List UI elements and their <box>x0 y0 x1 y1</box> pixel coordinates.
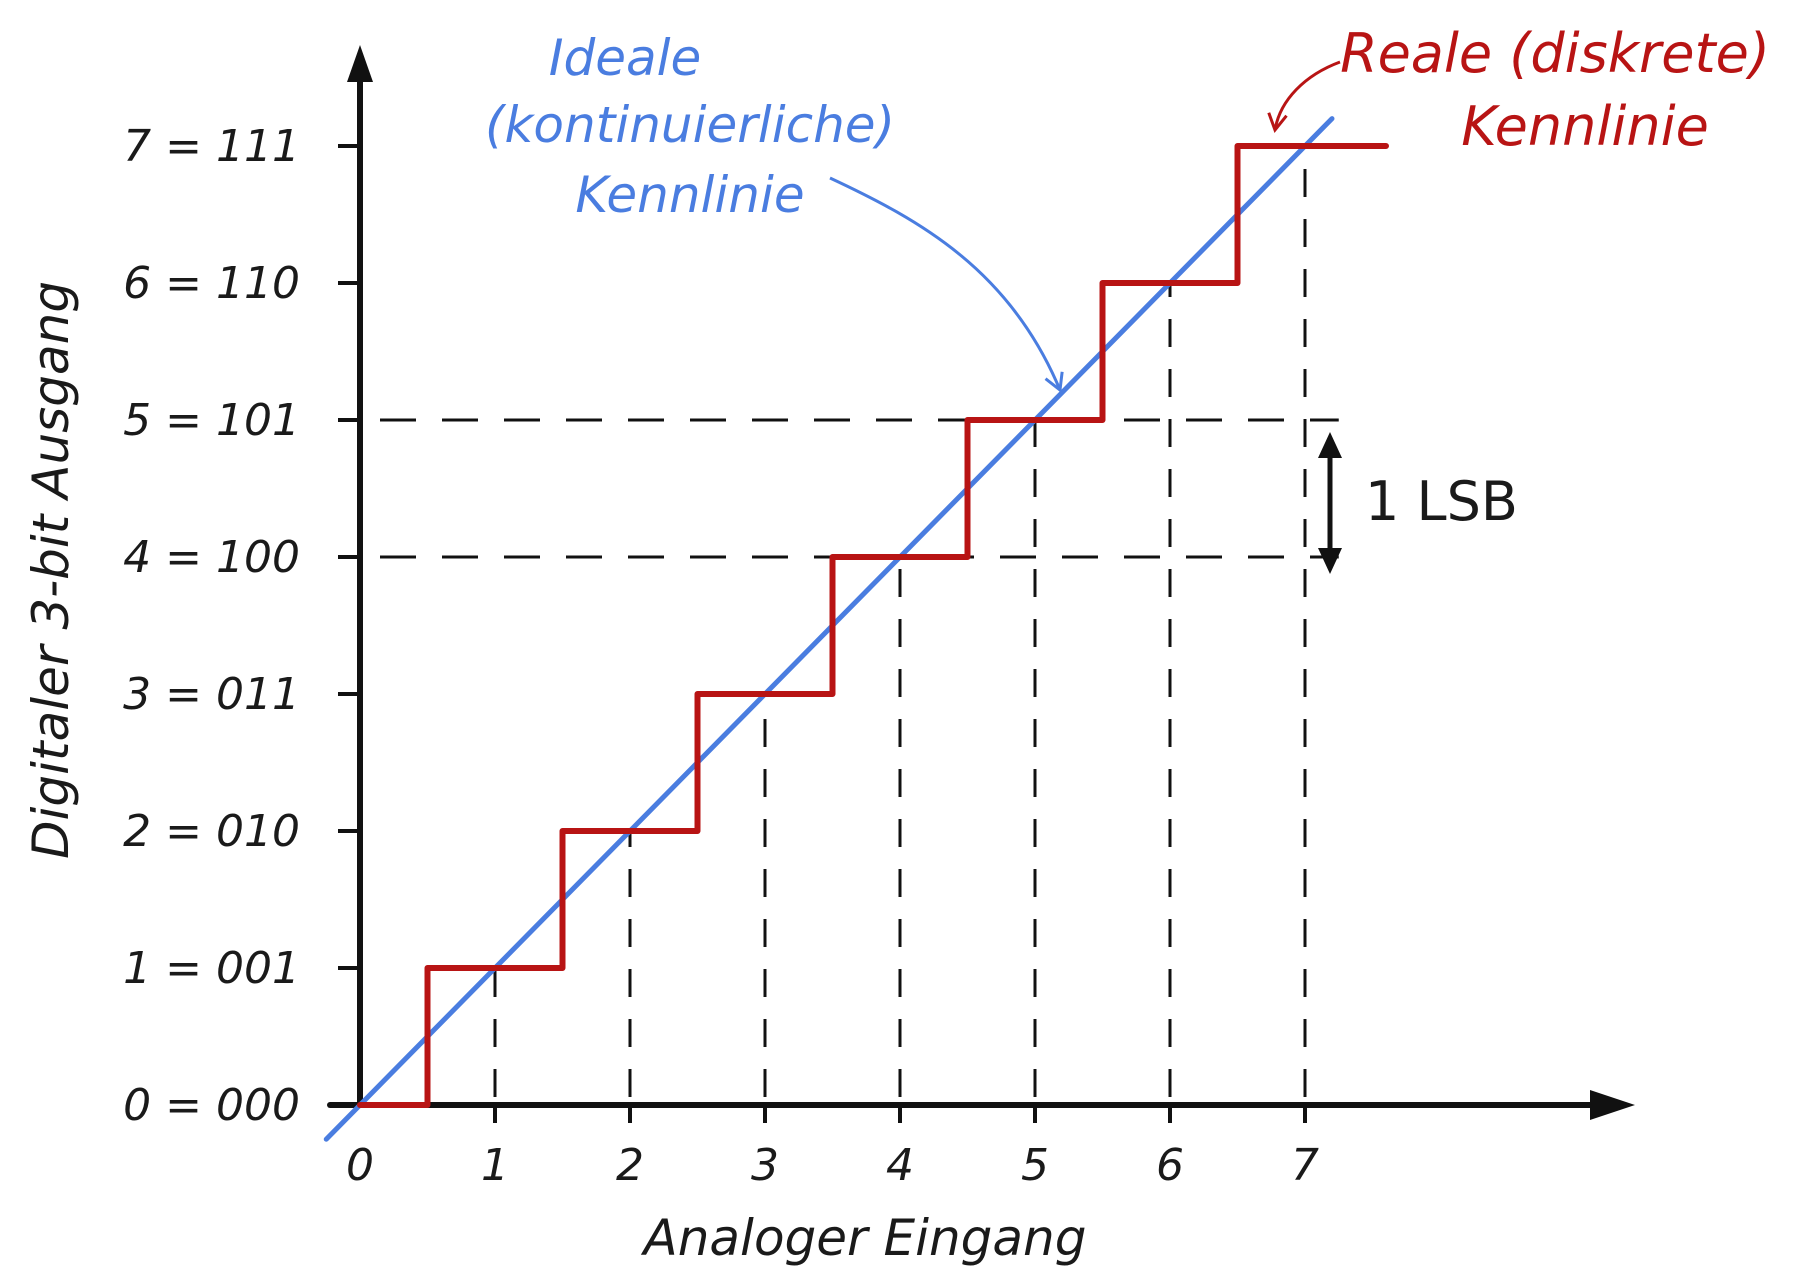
series-group <box>323 116 1389 1142</box>
y-tick-label-6: 6 = 110 <box>123 258 300 309</box>
x-tick-label-3: 3 <box>751 1140 779 1191</box>
x-tick-label-2: 2 <box>616 1140 644 1191</box>
x-tick-label-7: 7 <box>1291 1140 1319 1191</box>
y-axis-arrowhead <box>347 45 373 82</box>
x-axis-arrowhead <box>1590 1090 1635 1120</box>
lsb-arrowhead-top <box>1318 432 1342 458</box>
dashed-guides <box>380 146 1339 1097</box>
ideal-diagonal-line <box>323 116 1335 1142</box>
axes <box>327 45 1635 1120</box>
x-tick-label-5: 5 <box>1021 1140 1049 1191</box>
y-tick-label-2: 2 = 010 <box>123 806 300 857</box>
x-tick-label-1: 1 <box>481 1140 509 1191</box>
real-annotation: Reale (diskrete) Kennlinie <box>1267 22 1770 158</box>
y-tick-label-3: 3 = 011 <box>123 669 300 720</box>
real-label-line1: Reale (diskrete) <box>1340 22 1770 85</box>
ideal-pointer-arrow <box>829 176 1064 393</box>
x-tick-label-0: 0 <box>346 1140 374 1191</box>
real-pointer-arrow <box>1267 60 1341 134</box>
y-axis-title: Digitaler 3-bit Ausgang <box>22 281 80 859</box>
ideal-annotation: Ideale (kontinuierliche) Kennlinie <box>485 29 1064 393</box>
lsb-arrowhead-bottom <box>1318 548 1342 574</box>
x-axis-title: Analoger Eingang <box>641 1209 1087 1267</box>
y-tick-label-0: 0 = 000 <box>123 1080 300 1131</box>
axis-ticks <box>338 144 1307 1123</box>
ideal-label-line1: Ideale <box>549 29 702 87</box>
y-tick-label-4: 4 = 100 <box>123 532 300 583</box>
ideal-label-line3: Kennlinie <box>575 166 804 224</box>
lsb-label: 1 LSB <box>1365 470 1518 533</box>
y-tick-label-7: 7 = 111 <box>123 121 300 172</box>
tick-labels: 0 = 000 1 = 001 2 = 010 3 = 011 4 = 100 5 = 1… <box>123 121 1319 1191</box>
y-tick-label-1: 1 = 001 <box>123 943 300 994</box>
y-tick-label-5: 5 = 101 <box>123 395 300 446</box>
real-staircase-line <box>357 143 1389 1108</box>
real-label-line2: Kennlinie <box>1461 95 1709 158</box>
x-tick-label-4: 4 <box>886 1140 914 1191</box>
ideal-label-line2: (kontinuierliche) <box>485 96 895 154</box>
x-tick-label-6: 6 <box>1156 1140 1184 1191</box>
lsb-annotation: 1 LSB <box>1318 432 1518 574</box>
